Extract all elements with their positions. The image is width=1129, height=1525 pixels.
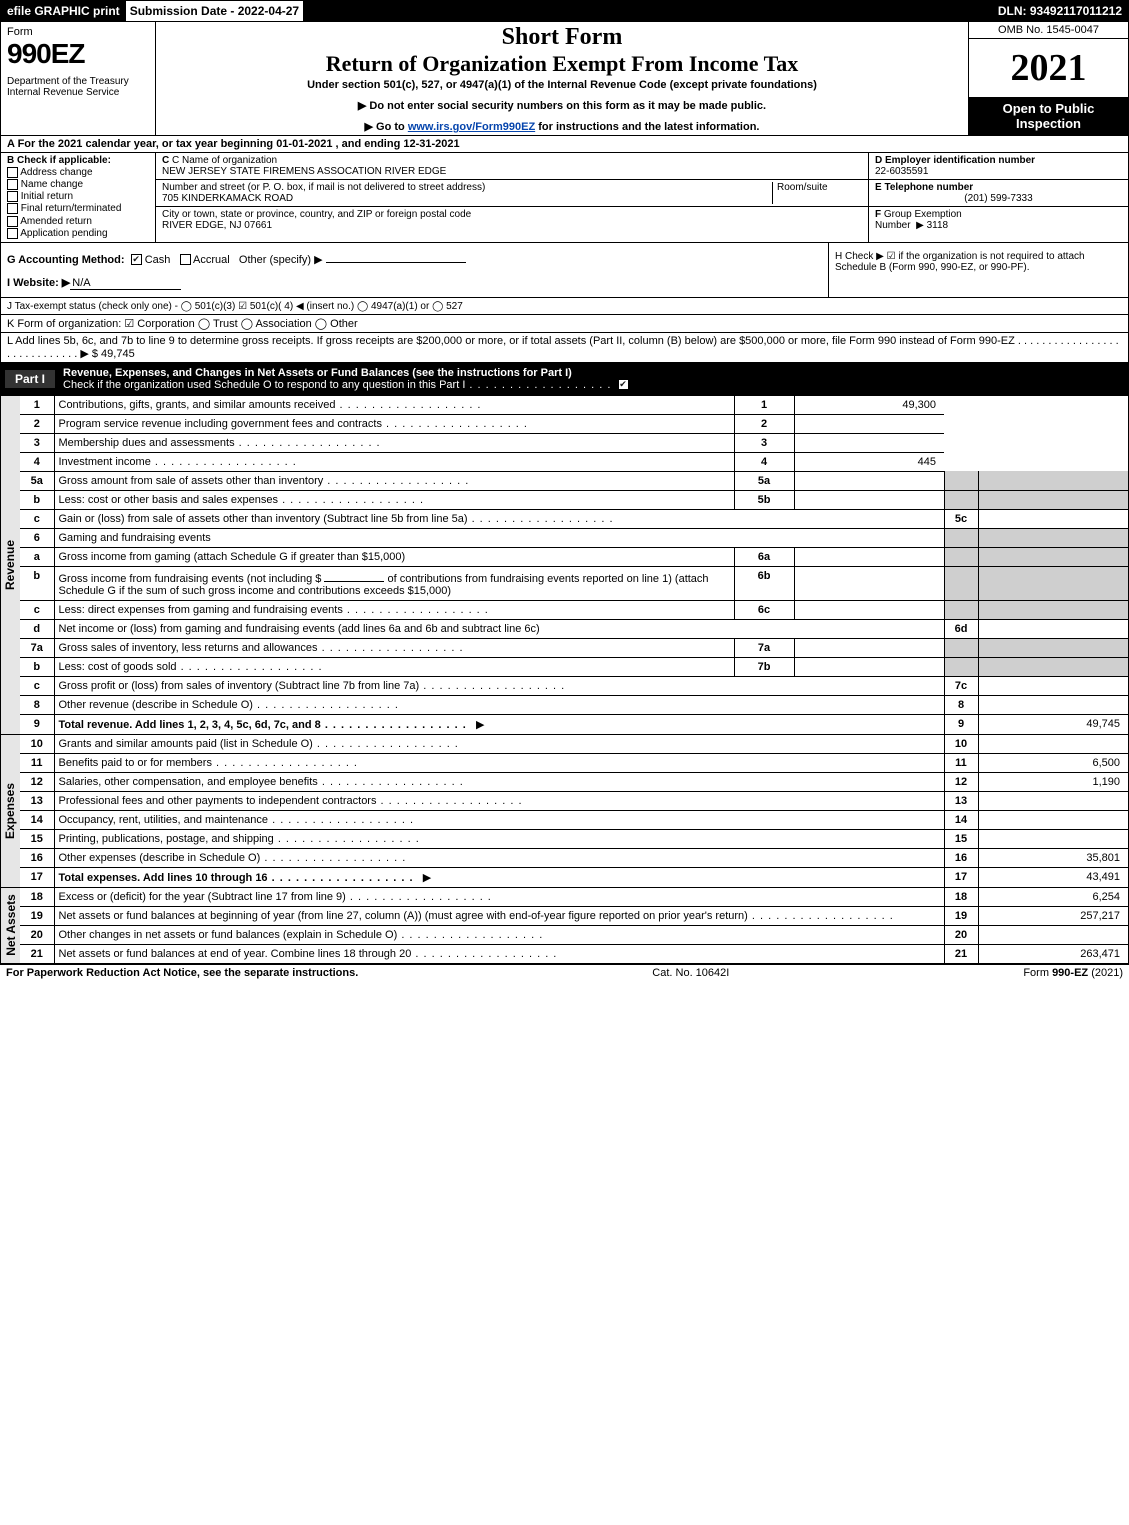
part-i-tab: Part I (5, 370, 55, 388)
chk-accrual[interactable] (180, 254, 191, 265)
line-12: 12Salaries, other compensation, and empl… (20, 772, 1128, 791)
chk-cash[interactable] (131, 254, 142, 265)
line-7c: cGross profit or (loss) from sales of in… (20, 676, 1128, 695)
other-specify-input[interactable] (326, 251, 466, 263)
org-name: NEW JERSEY STATE FIREMENS ASSOCATION RIV… (162, 166, 862, 177)
line-6b: bGross income from fundraising events (n… (20, 566, 1128, 600)
line-15: 15Printing, publications, postage, and s… (20, 829, 1128, 848)
c-name-label: C C Name of organization (162, 155, 862, 166)
department: Department of the Treasury Internal Reve… (7, 76, 149, 98)
chk-address-change[interactable]: Address change (7, 167, 149, 178)
tax-year: 2021 (969, 39, 1128, 97)
street-label: Number and street (or P. O. box, if mail… (162, 182, 772, 193)
line-10: 10Grants and similar amounts paid (list … (20, 735, 1128, 754)
street: 705 KINDERKAMACK ROAD (162, 193, 772, 204)
chk-schedule-o[interactable] (618, 379, 629, 390)
footer-right: Form 990-EZ (2021) (1023, 967, 1123, 979)
row-g-h: G Accounting Method: Cash Accrual Other … (0, 243, 1129, 298)
part-i-header: Part I Revenue, Expenses, and Changes in… (0, 363, 1129, 396)
line-8: 8Other revenue (describe in Schedule O)8 (20, 695, 1128, 714)
city-label: City or town, state or province, country… (162, 209, 862, 220)
line-7a: 7aGross sales of inventory, less returns… (20, 638, 1128, 657)
d-label: D Employer identification number (875, 155, 1035, 166)
short-form-title: Short Form (162, 24, 962, 51)
dln: DLN: 93492117011212 (992, 1, 1128, 21)
subtitle: Under section 501(c), 527, or 4947(a)(1)… (162, 79, 962, 91)
ein: 22-6035591 (875, 166, 928, 177)
line-1: 1Contributions, gifts, grants, and simil… (20, 396, 1128, 415)
group-exemption: 3118 (927, 220, 949, 231)
line-19: 19Net assets or fund balances at beginni… (20, 906, 1128, 925)
ssn-note: ▶ Do not enter social security numbers o… (162, 99, 962, 112)
omb-number: OMB No. 1545-0047 (969, 22, 1128, 39)
topbar: efile GRAPHIC print Submission Date - 20… (0, 0, 1129, 22)
line-5c: cGain or (loss) from sale of assets othe… (20, 509, 1128, 528)
line-16: 16Other expenses (describe in Schedule O… (20, 848, 1128, 867)
block-b-to-f: B Check if applicable: Address change Na… (0, 153, 1129, 243)
website: N/A (70, 277, 180, 290)
expenses-section: Expenses 10Grants and similar amounts pa… (0, 735, 1129, 888)
row-j: J Tax-exempt status (check only one) - ◯… (0, 298, 1129, 315)
row-a: A For the 2021 calendar year, or tax yea… (0, 136, 1129, 153)
chk-app-pending[interactable]: Application pending (7, 228, 149, 239)
line-14: 14Occupancy, rent, utilities, and mainte… (20, 810, 1128, 829)
chk-initial-return[interactable]: Initial return (7, 191, 149, 202)
form-header: Form 990EZ Department of the Treasury In… (0, 22, 1129, 136)
netassets-section: Net Assets 18Excess or (deficit) for the… (0, 888, 1129, 964)
line-4: 4Investment income4445 (20, 452, 1128, 471)
line-5a: 5aGross amount from sale of assets other… (20, 471, 1128, 490)
phone: (201) 599-7333 (875, 193, 1122, 204)
b-label: B Check if applicable: (7, 155, 111, 166)
chk-final-return[interactable]: Final return/terminated (7, 203, 149, 214)
i-label: I Website: ▶ (7, 277, 70, 289)
city: RIVER EDGE, NJ 07661 (162, 220, 862, 231)
netassets-label: Net Assets (4, 895, 18, 957)
g-label: G Accounting Method: (7, 254, 125, 266)
line-18: 18Excess or (deficit) for the year (Subt… (20, 888, 1128, 907)
expenses-label: Expenses (4, 783, 18, 839)
line-2: 2Program service revenue including gover… (20, 414, 1128, 433)
irs-link[interactable]: www.irs.gov/Form990EZ (408, 121, 535, 133)
line-11: 11Benefits paid to or for members116,500 (20, 753, 1128, 772)
goto-post: for instructions and the latest informat… (535, 121, 759, 133)
line-6c: cLess: direct expenses from gaming and f… (20, 600, 1128, 619)
line-17: 17Total expenses. Add lines 10 through 1… (20, 867, 1128, 887)
goto-note: ▶ Go to www.irs.gov/Form990EZ for instru… (162, 120, 962, 133)
row-k: K Form of organization: ☑ Corporation ◯ … (0, 315, 1129, 333)
line-3: 3Membership dues and assessments3 (20, 433, 1128, 452)
inspection-badge: Open to Public Inspection (969, 97, 1128, 135)
footer-catno: Cat. No. 10642I (652, 967, 729, 979)
line-7b: bLess: cost of goods sold7b (20, 657, 1128, 676)
line-5b: bLess: cost or other basis and sales exp… (20, 490, 1128, 509)
footer: For Paperwork Reduction Act Notice, see … (0, 964, 1129, 981)
main-title: Return of Organization Exempt From Incom… (162, 51, 962, 77)
chk-amended-return[interactable]: Amended return (7, 216, 149, 227)
chk-name-change[interactable]: Name change (7, 179, 149, 190)
e-label: E Telephone number (875, 182, 973, 193)
goto-pre: ▶ Go to (365, 121, 408, 133)
part-i-title: Revenue, Expenses, and Changes in Net As… (63, 367, 572, 379)
submission-date: Submission Date - 2022-04-27 (126, 1, 303, 21)
line-6a: aGross income from gaming (attach Schedu… (20, 547, 1128, 566)
f-label: F Group ExemptionNumber ▶ (875, 209, 962, 231)
form-label: Form (7, 26, 149, 38)
footer-left: For Paperwork Reduction Act Notice, see … (6, 967, 358, 979)
revenue-label: Revenue (4, 540, 18, 590)
efile-print-button[interactable]: efile GRAPHIC print (1, 1, 126, 21)
line-20: 20Other changes in net assets or fund ba… (20, 925, 1128, 944)
revenue-section: Revenue 1Contributions, gifts, grants, a… (0, 396, 1129, 735)
form-number: 990EZ (7, 38, 149, 70)
line-21: 21Net assets or fund balances at end of … (20, 944, 1128, 963)
part-i-check: Check if the organization used Schedule … (63, 379, 611, 391)
line-9: 9Total revenue. Add lines 1, 2, 3, 4, 5c… (20, 714, 1128, 734)
line-13: 13Professional fees and other payments t… (20, 791, 1128, 810)
line-6: 6Gaming and fundraising events (20, 528, 1128, 547)
line-6d: dNet income or (loss) from gaming and fu… (20, 619, 1128, 638)
room-suite: Room/suite (772, 182, 862, 204)
row-l: L Add lines 5b, 6c, and 7b to line 9 to … (0, 333, 1129, 363)
h-note: H Check ▶ ☑ if the organization is not r… (828, 243, 1128, 297)
